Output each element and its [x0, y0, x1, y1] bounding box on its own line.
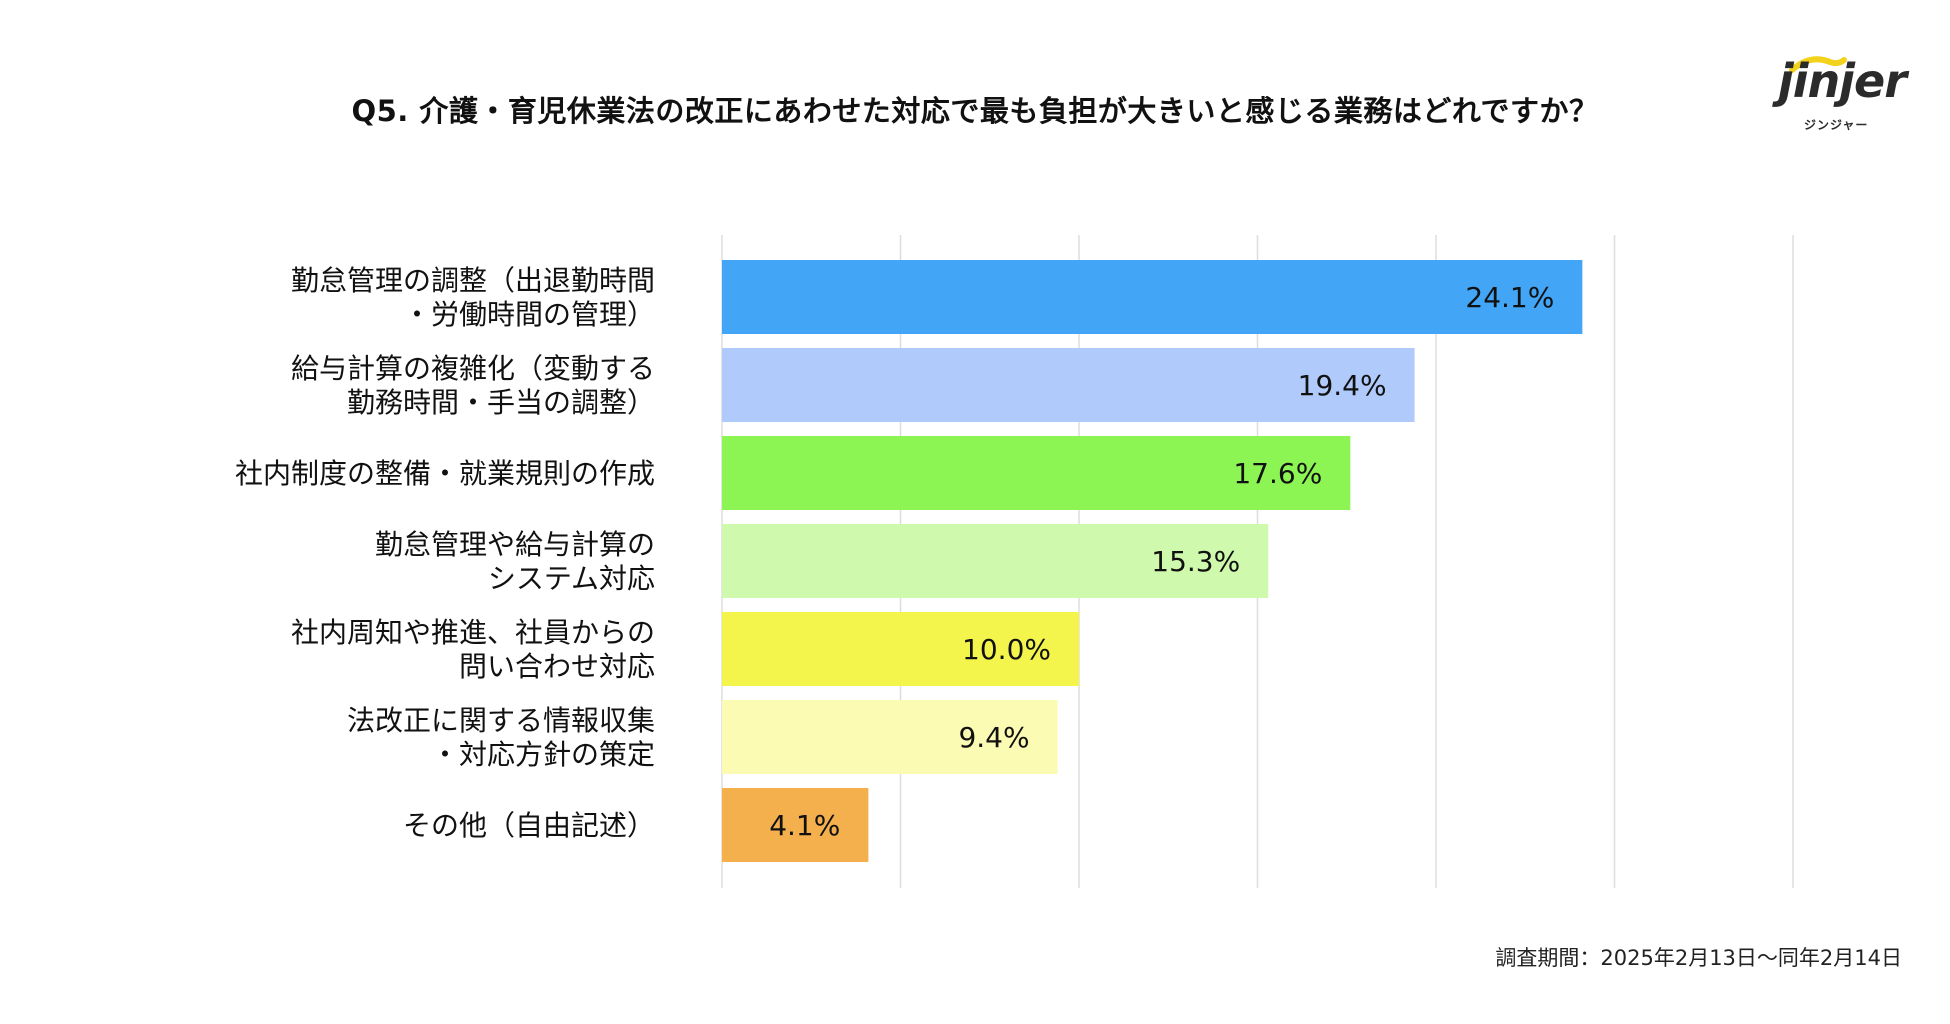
bar-0 — [722, 260, 1583, 334]
logo-swoosh-icon — [1789, 56, 1847, 73]
value-label-1: 19.4% — [1298, 369, 1387, 402]
category-label-4: 社内周知や推進、社員からの問い合わせ対応 — [291, 616, 655, 683]
value-label-0: 24.1% — [1465, 281, 1554, 314]
category-label-line: ・労働時間の管理） — [403, 298, 655, 331]
value-label-3: 15.3% — [1151, 545, 1240, 578]
survey-period: 調査期間：2025年2月13日〜同年2月14日 — [1495, 946, 1902, 970]
jinjer-logo: jinjer ジンジャー — [1770, 52, 1907, 136]
bar-1 — [722, 348, 1415, 422]
bar-3 — [722, 524, 1269, 598]
bar-4 — [722, 612, 1079, 686]
category-label-line: 勤怠管理や給与計算の — [375, 528, 655, 561]
category-label-line: システム対応 — [488, 562, 655, 595]
category-label-1: 給与計算の複雑化（変動する勤務時間・手当の調整） — [291, 352, 655, 419]
category-label-line: 給与計算の複雑化（変動する — [291, 352, 655, 385]
category-label-line: ・対応方針の策定 — [431, 738, 655, 771]
category-label-line: その他（自由記述） — [403, 809, 655, 842]
bar-6 — [722, 788, 869, 862]
bar-5 — [722, 700, 1058, 774]
logo-wordmark: jinjer — [1778, 54, 1907, 108]
value-label-6: 4.1% — [769, 809, 840, 842]
category-label-line: 社内周知や推進、社員からの — [291, 616, 655, 649]
category-label-line: 勤怠管理の調整（出退勤時間 — [291, 264, 655, 297]
category-label-6: その他（自由記述） — [403, 809, 655, 842]
value-label-5: 9.4% — [958, 721, 1029, 754]
category-label-line: 法改正に関する情報収集 — [347, 704, 655, 737]
category-label-line: 問い合わせ対応 — [459, 650, 655, 683]
category-label-line: 社内制度の整備・就業規則の作成 — [235, 457, 655, 490]
logo-kana: ジンジャー — [1804, 118, 1869, 132]
value-label-4: 10.0% — [962, 633, 1051, 666]
bar-2 — [722, 436, 1351, 510]
category-label-5: 法改正に関する情報収集・対応方針の策定 — [347, 704, 655, 771]
chart-title: Q5. 介護・育児休業法の改正にあわせた対応で最も負担が大きいと感じる業務はどれ… — [351, 94, 1599, 128]
category-label-line: 勤務時間・手当の調整） — [347, 386, 655, 419]
category-label-0: 勤怠管理の調整（出退勤時間・労働時間の管理） — [291, 264, 655, 331]
value-label-2: 17.6% — [1233, 457, 1322, 490]
category-label-2: 社内制度の整備・就業規則の作成 — [235, 457, 655, 490]
category-label-3: 勤怠管理や給与計算のシステム対応 — [375, 528, 655, 595]
